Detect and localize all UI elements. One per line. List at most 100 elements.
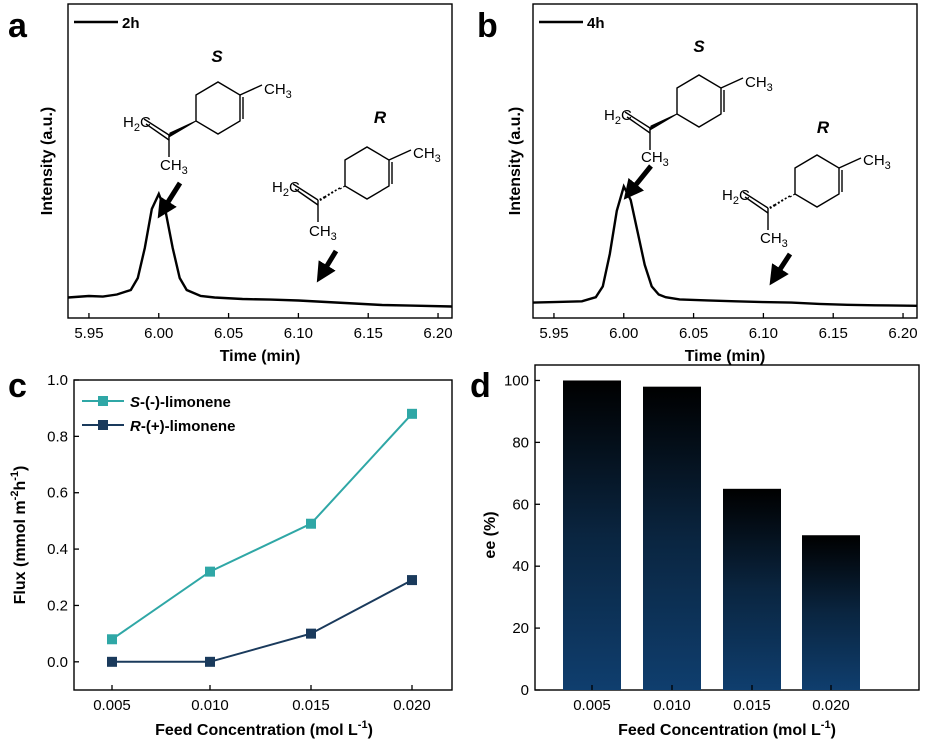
- legend-label-2h: 2h: [122, 15, 140, 32]
- y-axis-title-c: Flux (mmol m-2h-1): [9, 466, 29, 605]
- y-tick-label: 20: [512, 620, 529, 637]
- bar: [643, 386, 701, 690]
- panel-a: a 2h 5.95 6.00 6.05 6.10 6.15 6.20 Time (min)…: [8, 3, 453, 365]
- x-tick-label: 0.020: [393, 697, 431, 714]
- y-ticks-d: 0 20 40 60 80 100: [504, 372, 540, 699]
- chem-h2c-R-b: H2C: [722, 187, 750, 207]
- x-tick-label: 6.05: [679, 325, 708, 342]
- plot-frame-b: [532, 3, 918, 319]
- legend-label-s-limonene: S-(-)-limonene: [130, 394, 231, 411]
- x-ticks-c: 0.005 0.010 0.015 0.020: [93, 685, 431, 714]
- x-tick-label: 6.10: [284, 325, 313, 342]
- y-tick-label: 0.4: [47, 541, 68, 558]
- x-tick-label: 6.05: [214, 325, 243, 342]
- legend-marker-r-limonene: [98, 420, 108, 430]
- chem-ch3-tail-S-b: CH3: [641, 149, 669, 169]
- series-point-1: [407, 575, 417, 586]
- x-tick-label: 0.010: [653, 697, 691, 714]
- chromatogram-trace-2h: [67, 190, 453, 308]
- panel-letter-a: a: [8, 7, 28, 45]
- molecule-R-b: [741, 153, 863, 232]
- x-tick-label: 5.95: [74, 325, 103, 342]
- chem-ch3-tail-R-a: CH3: [309, 223, 337, 243]
- x-tick-label: 0.005: [573, 697, 611, 714]
- y-tick-label: 60: [512, 496, 529, 513]
- legend-label-r-limonene: R-(+)-limonene: [130, 418, 235, 435]
- chem-h2c-S-b: H2C: [604, 107, 632, 127]
- x-ticks-a: 5.95 6.00 6.05 6.10 6.15 6.20: [74, 313, 453, 342]
- x-tick-label: 6.15: [819, 325, 848, 342]
- label-S-b: S: [693, 37, 705, 56]
- y-tick-label: 0: [521, 682, 529, 699]
- x-tick-label: 0.015: [292, 697, 330, 714]
- y-tick-label: 100: [504, 372, 529, 389]
- x-ticks-d: 0.005 0.010 0.015 0.020: [573, 685, 850, 714]
- plot-frame-a: [67, 3, 453, 319]
- x-ticks-b: 5.95 6.00 6.05 6.10 6.15 6.20: [539, 313, 918, 342]
- series-point-1: [205, 656, 215, 667]
- arrow-S-peak-b: [623, 164, 653, 200]
- chem-h2c-S-a: H2C: [123, 114, 151, 134]
- legend-label-4h: 4h: [587, 15, 605, 32]
- x-tick-label: 5.95: [539, 325, 568, 342]
- bar: [723, 488, 781, 690]
- panel-b: b 4h 5.95 6.00 6.05 6.10 6.15 6.20 Time (min)…: [477, 3, 918, 365]
- plot-frame-c: [73, 379, 453, 691]
- x-axis-title-b: Time (min): [685, 348, 766, 365]
- x-tick-label: 0.005: [93, 697, 131, 714]
- y-tick-label: 40: [512, 558, 529, 575]
- series-point-0: [107, 634, 117, 645]
- x-tick-label: 6.00: [144, 325, 173, 342]
- y-tick-label: 0.6: [47, 485, 68, 502]
- y-tick-label: 0.0: [47, 654, 68, 671]
- chem-ch3-tail-S-a: CH3: [160, 157, 188, 177]
- chem-ch3-tail-R-b: CH3: [760, 230, 788, 250]
- series-line-0: [111, 413, 413, 641]
- label-R-b: R: [817, 118, 830, 137]
- series-point-0: [407, 408, 417, 419]
- molecule-S-a: [143, 81, 263, 158]
- ee-bars: [563, 380, 860, 690]
- series-point-0: [306, 518, 316, 529]
- x-tick-label: 6.00: [609, 325, 638, 342]
- panel-letter-d: d: [470, 367, 491, 405]
- x-axis-title-c: Feed Concentration (mol L-1): [155, 719, 373, 739]
- x-tick-label: 6.20: [888, 325, 917, 342]
- y-axis-title-b: Intensity (a.u.): [507, 107, 524, 215]
- x-tick-label: 6.10: [749, 325, 778, 342]
- chromatogram-trace-4h: [532, 183, 918, 307]
- y-tick-label: 0.8: [47, 428, 68, 445]
- series-point-1: [306, 628, 316, 639]
- panel-letter-c: c: [8, 367, 27, 405]
- y-tick-label: 80: [512, 434, 529, 451]
- y-tick-label: 1.0: [47, 372, 68, 389]
- panel-letter-b: b: [477, 7, 498, 45]
- chem-ch3-ring-R-a: CH3: [413, 145, 441, 165]
- label-S-a: S: [211, 47, 223, 66]
- chem-ch3-ring-S-a: CH3: [264, 81, 292, 101]
- x-tick-label: 0.015: [733, 697, 771, 714]
- x-tick-label: 6.15: [354, 325, 383, 342]
- y-axis-title-d: ee (%): [482, 511, 499, 558]
- label-R-a: R: [374, 108, 387, 127]
- x-tick-label: 0.010: [191, 697, 229, 714]
- legend-c: S-(-)-limonene R-(+)-limonene: [82, 394, 235, 435]
- x-tick-label: 6.20: [423, 325, 452, 342]
- x-axis-title-a: Time (min): [220, 348, 301, 365]
- legend-marker-s-limonene: [98, 396, 108, 406]
- flux-lines: [107, 408, 417, 667]
- arrow-R-peak-a: [316, 249, 339, 283]
- x-tick-label: 0.020: [812, 697, 850, 714]
- chem-h2c-R-a: H2C: [272, 179, 300, 199]
- y-axis-title-a: Intensity (a.u.): [39, 107, 56, 215]
- y-ticks-c: 0.0 0.2 0.4 0.6 0.8 1.0: [47, 372, 79, 671]
- molecule-R-a: [291, 145, 413, 224]
- arrow-R-peak-b: [769, 252, 793, 286]
- panel-d: d 0 20 40 60 80 100 0.005 0.010 0.015 0.020 Feed…: [470, 364, 920, 739]
- arrow-S-peak-a: [157, 181, 183, 219]
- y-tick-label: 0.2: [47, 597, 68, 614]
- x-axis-title-d: Feed Concentration (mol L-1): [618, 719, 836, 739]
- series-point-1: [107, 656, 117, 667]
- series-line-1: [112, 579, 413, 663]
